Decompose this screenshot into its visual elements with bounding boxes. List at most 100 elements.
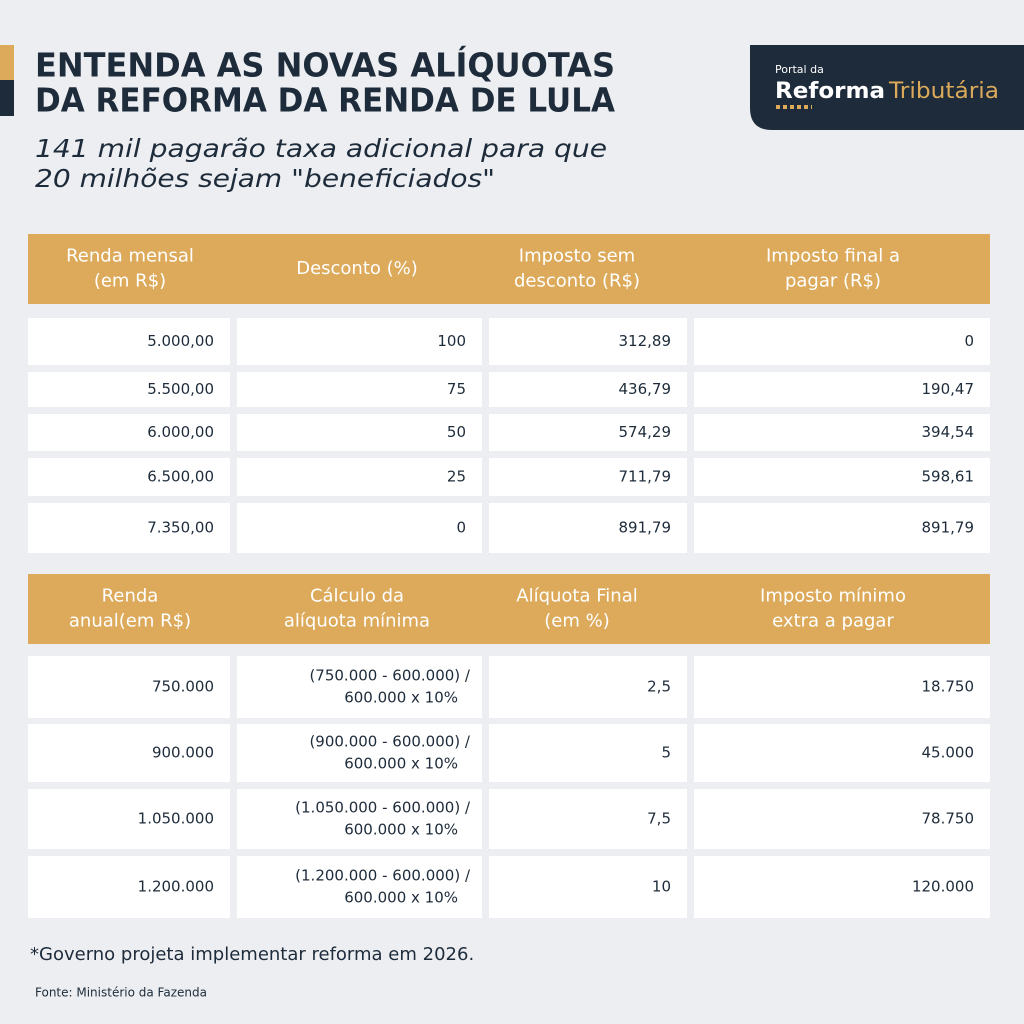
- table-cell: [694, 414, 990, 451]
- cell-text: 0: [456, 519, 466, 537]
- cell-text: 6.500,00: [147, 468, 214, 486]
- cell-text: 436,79: [619, 380, 672, 398]
- cell-text: 5.500,00: [147, 380, 214, 398]
- title: DA REFORMA DA RENDA DE LULA: [35, 81, 615, 120]
- table-cell: [694, 458, 990, 496]
- accent-bar: [0, 80, 14, 116]
- cell-text: 600.000 x 10%: [344, 755, 458, 773]
- cell-text: 5.000,00: [147, 332, 214, 350]
- table-cell: [28, 724, 230, 782]
- column-header: Renda: [102, 586, 159, 607]
- table-cell: [28, 318, 230, 365]
- cell-text: 120.000: [912, 878, 974, 896]
- cell-text: (900.000 - 600.000) /: [309, 733, 470, 751]
- table-cell: [694, 372, 990, 407]
- accent-bar: [0, 45, 14, 80]
- column-header: extra a pagar: [772, 611, 894, 632]
- table-cell: [694, 318, 990, 365]
- table-header: [28, 574, 990, 644]
- source: Fonte: Ministério da Fazenda: [35, 986, 207, 1000]
- cell-text: 190,47: [922, 380, 975, 398]
- table-cell: [489, 789, 687, 849]
- column-header: anual(em R$): [69, 611, 191, 632]
- column-header: Cálculo da: [310, 586, 404, 607]
- table-cell: [28, 656, 230, 718]
- column-header: Renda mensal: [66, 246, 194, 267]
- logo-prefix: Portal da: [775, 63, 824, 76]
- table-cell: [28, 856, 230, 918]
- cell-text: 312,89: [619, 332, 672, 350]
- table-cell: [694, 856, 990, 918]
- cell-text: 0: [964, 332, 974, 350]
- table-cell: [28, 414, 230, 451]
- logo-word: Reforma: [775, 79, 885, 104]
- cell-text: (750.000 - 600.000) /: [309, 667, 470, 685]
- column-header: Alíquota Final: [516, 586, 637, 607]
- table-cell: [237, 318, 482, 365]
- table-cell: [237, 856, 482, 918]
- table-cell: [237, 503, 482, 553]
- table-cell: [694, 724, 990, 782]
- table-header: [28, 234, 990, 304]
- column-header: Imposto sem: [519, 246, 635, 267]
- cell-text: 45.000: [922, 744, 975, 762]
- cell-text: 600.000 x 10%: [344, 689, 458, 707]
- table-cell: [237, 414, 482, 451]
- cell-text: 10: [652, 878, 671, 896]
- cell-text: (1.200.000 - 600.000) /: [295, 867, 471, 885]
- title: ENTENDA AS NOVAS ALÍQUOTAS: [35, 45, 615, 85]
- column-header: alíquota mínima: [284, 611, 430, 632]
- cell-text: 100: [437, 332, 466, 350]
- logo-box: [750, 45, 1024, 130]
- column-header: Desconto (%): [296, 258, 418, 279]
- cell-text: (1.050.000 - 600.000) /: [295, 799, 471, 817]
- cell-text: 394,54: [922, 423, 975, 441]
- table-cell: [489, 372, 687, 407]
- table-cell: [489, 656, 687, 718]
- column-header: Imposto mínimo: [760, 586, 906, 607]
- table-cell: [489, 458, 687, 496]
- column-header: (em R$): [94, 271, 166, 292]
- cell-text: 78.750: [922, 810, 975, 828]
- table-cell: [28, 458, 230, 496]
- table-cell: [237, 372, 482, 407]
- subtitle: 141 mil pagarão taxa adicional para que: [35, 134, 607, 163]
- cell-text: 18.750: [922, 678, 975, 696]
- cell-text: 574,29: [619, 423, 672, 441]
- cell-text: 900.000: [152, 744, 214, 762]
- table-cell: [489, 856, 687, 918]
- cell-text: 711,79: [619, 468, 672, 486]
- cell-text: 2,5: [647, 678, 671, 696]
- cell-text: 891,79: [619, 519, 672, 537]
- table-cell: [28, 789, 230, 849]
- table-cell: [237, 458, 482, 496]
- cell-text: 600.000 x 10%: [344, 889, 458, 907]
- table-cell: [489, 724, 687, 782]
- column-header: Imposto final a: [766, 246, 900, 267]
- cell-text: 50: [447, 423, 466, 441]
- cell-text: 891,79: [922, 519, 975, 537]
- logo-word: Tributária: [888, 79, 999, 104]
- table-cell: [237, 789, 482, 849]
- cell-text: 750.000: [152, 678, 214, 696]
- subtitle: 20 milhões sejam "beneficiados": [35, 164, 495, 193]
- cell-text: 7,5: [647, 810, 671, 828]
- column-header: (em %): [544, 611, 609, 632]
- footnote: *Governo projeta implementar reforma em …: [30, 944, 474, 965]
- cell-text: 5: [661, 744, 671, 762]
- table-cell: [237, 724, 482, 782]
- table-cell: [489, 414, 687, 451]
- cell-text: 598,61: [922, 468, 975, 486]
- table-cell: [489, 503, 687, 553]
- cell-text: 25: [447, 468, 466, 486]
- table-cell: [694, 656, 990, 718]
- cell-text: 7.350,00: [147, 519, 214, 537]
- table-cell: [694, 789, 990, 849]
- cell-text: 1.200.000: [138, 878, 214, 896]
- cell-text: 1.050.000: [138, 810, 214, 828]
- column-header: desconto (R$): [514, 271, 640, 292]
- table-cell: [28, 372, 230, 407]
- cell-text: 75: [447, 380, 466, 398]
- table-cell: [694, 503, 990, 553]
